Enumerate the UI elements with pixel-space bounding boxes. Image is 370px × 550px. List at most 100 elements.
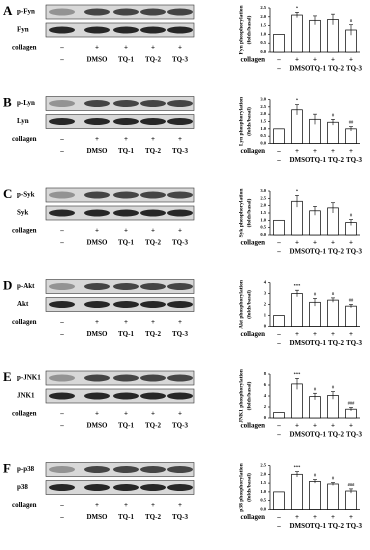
blot-band bbox=[113, 26, 139, 34]
blot-band bbox=[49, 466, 75, 473]
blot-band bbox=[84, 374, 110, 382]
blot-lane-label: TQ-3 bbox=[172, 422, 188, 430]
blot-band bbox=[140, 374, 166, 382]
blot-collagen-label: + bbox=[178, 410, 182, 418]
blot-collagen-label: – bbox=[59, 318, 64, 326]
x-tick-label: DMSO bbox=[290, 522, 312, 530]
panel-letter: C bbox=[3, 186, 12, 201]
blot-row-label: collagen bbox=[12, 410, 37, 418]
x-tick-label: TQ-2 bbox=[328, 431, 344, 439]
blot-lane-label: TQ-2 bbox=[145, 239, 161, 247]
significance: # bbox=[332, 112, 335, 117]
blot-lane-label: DMSO bbox=[87, 147, 109, 155]
blot-label: p38 bbox=[17, 483, 28, 491]
x-collagen-label: – bbox=[276, 513, 281, 521]
blot-collagen-label: – bbox=[59, 44, 64, 52]
significance: # bbox=[314, 291, 317, 296]
blot-band bbox=[84, 283, 110, 290]
y-tick-label: 6 bbox=[264, 382, 267, 387]
y-tick-label: 1.5 bbox=[260, 119, 266, 124]
panel-letter: F bbox=[3, 460, 11, 475]
blot-lane-label: DMSO bbox=[87, 330, 109, 338]
blot-lane-label: TQ-1 bbox=[118, 56, 134, 64]
y-tick-label: 3 bbox=[264, 291, 267, 296]
blot-lane-label: DMSO bbox=[87, 56, 109, 64]
blot-lane-label: TQ-1 bbox=[118, 422, 134, 430]
blot-lane-label: TQ-3 bbox=[172, 147, 188, 155]
blot-collagen-label: + bbox=[95, 44, 99, 52]
x-row-label: collagen bbox=[241, 239, 266, 247]
blot-row-label: collagen bbox=[12, 318, 37, 326]
x-tick-label: TQ-3 bbox=[346, 156, 362, 164]
blot-collagen-label: – bbox=[59, 410, 64, 418]
blot-band bbox=[113, 466, 139, 473]
y-tick-label: 0.5 bbox=[260, 498, 266, 503]
blot-collagen-label: + bbox=[178, 44, 182, 52]
x-collagen-label: + bbox=[331, 422, 335, 430]
blot-lane-label: – bbox=[59, 56, 64, 64]
blot-collagen-label: + bbox=[178, 501, 182, 509]
blot-band bbox=[49, 374, 75, 382]
blot-collagen-label: + bbox=[124, 135, 128, 143]
blot-row-label: collagen bbox=[12, 501, 37, 509]
blot-band bbox=[84, 118, 110, 125]
blot-collagen-label: + bbox=[124, 44, 128, 52]
blot-band bbox=[113, 374, 139, 382]
blot-collagen-label: + bbox=[151, 410, 155, 418]
significance: * bbox=[296, 5, 299, 10]
x-tick-label: DMSO bbox=[290, 65, 312, 73]
y-axis-label: Syk phosphorylation bbox=[238, 189, 244, 238]
bar bbox=[345, 490, 357, 510]
x-collagen-label: + bbox=[295, 239, 299, 247]
blot-band bbox=[113, 100, 139, 107]
blot-lane-label: TQ-3 bbox=[172, 56, 188, 64]
x-row-label: collagen bbox=[241, 422, 266, 430]
blot-lane-label: TQ-1 bbox=[118, 513, 134, 521]
y-tick-label: 2.0 bbox=[260, 14, 266, 19]
blot-band bbox=[84, 301, 110, 308]
x-tick-label: DMSO bbox=[290, 156, 312, 164]
blot-collagen-label: + bbox=[95, 410, 99, 418]
blot-band bbox=[167, 392, 193, 400]
x-collagen-label: – bbox=[276, 147, 281, 155]
bar bbox=[273, 128, 285, 144]
y-tick-label: 0.5 bbox=[260, 225, 266, 230]
bar bbox=[273, 491, 285, 510]
y-tick-label: 2 bbox=[264, 302, 267, 307]
blot-band bbox=[49, 191, 75, 199]
x-tick-label: DMSO bbox=[290, 339, 312, 347]
significance: # bbox=[332, 385, 335, 390]
blot-band bbox=[49, 484, 75, 491]
blot-band bbox=[140, 118, 166, 125]
blot-band bbox=[167, 484, 193, 491]
blot-band bbox=[113, 301, 139, 308]
x-tick-label: TQ-3 bbox=[346, 248, 362, 256]
blot-collagen-label: + bbox=[151, 44, 155, 52]
bar bbox=[327, 483, 339, 510]
blot-collagen-label: – bbox=[59, 135, 64, 143]
x-collagen-label: + bbox=[313, 147, 317, 155]
blot-label: Fyn bbox=[17, 26, 29, 34]
bar bbox=[273, 34, 285, 53]
y-tick-label: 1.0 bbox=[260, 126, 266, 131]
blot-band bbox=[49, 283, 75, 290]
significance: # bbox=[314, 386, 317, 391]
blot-band bbox=[113, 484, 139, 491]
x-tick-label: TQ-3 bbox=[346, 431, 362, 439]
x-tick-label: TQ-2 bbox=[328, 156, 344, 164]
y-axis-label: (folds/basal) bbox=[245, 290, 252, 319]
y-tick-label: 2 bbox=[264, 404, 267, 409]
x-tick-label: TQ-1 bbox=[310, 156, 326, 164]
blot-lane-label: – bbox=[59, 513, 64, 521]
blot-lane-label: TQ-2 bbox=[145, 330, 161, 338]
y-axis-label: (folds/basal) bbox=[245, 198, 252, 227]
x-tick-label: TQ-2 bbox=[328, 248, 344, 256]
significance: *** bbox=[294, 283, 302, 288]
blot-collagen-label: + bbox=[151, 135, 155, 143]
x-tick-label: TQ-3 bbox=[346, 339, 362, 347]
x-collagen-label: + bbox=[349, 330, 353, 338]
blot-row-label: collagen bbox=[12, 227, 37, 235]
y-tick-label: 2.0 bbox=[260, 203, 266, 208]
y-tick-label: 1.0 bbox=[260, 31, 266, 36]
